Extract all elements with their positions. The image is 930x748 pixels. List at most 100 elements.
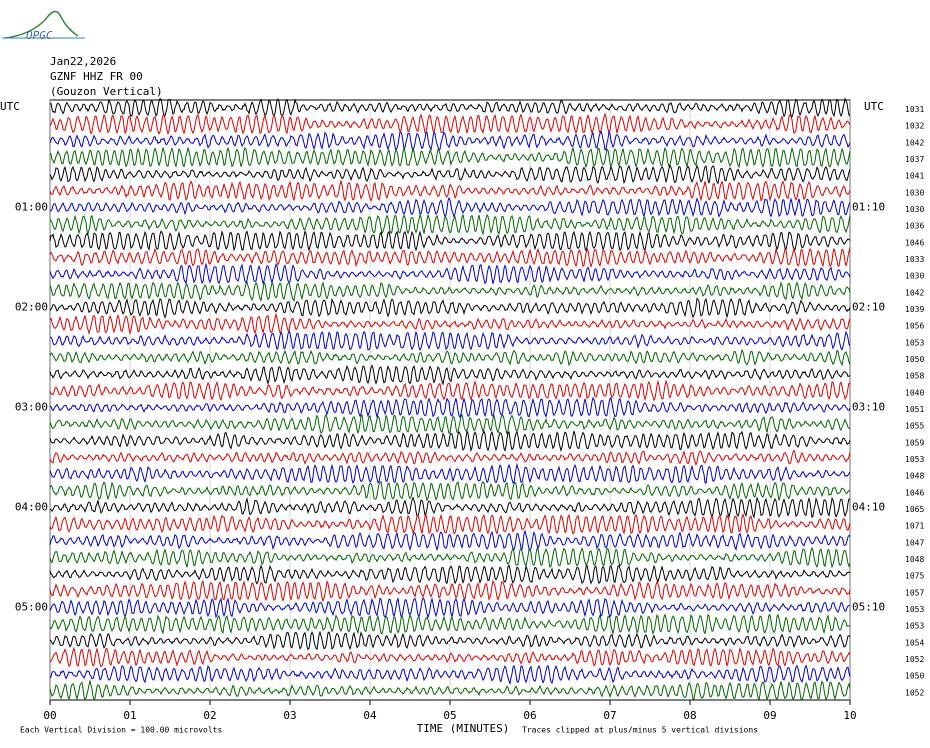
- trace: [49, 280, 851, 302]
- trace: [49, 546, 851, 569]
- trace: [49, 179, 851, 202]
- row-value: 1065: [905, 505, 924, 514]
- trace: [49, 379, 851, 402]
- row-value: 1057: [905, 588, 924, 597]
- row-value: 1056: [905, 322, 924, 331]
- row-value: 1039: [905, 305, 924, 314]
- x-tick-label: 04: [363, 709, 377, 722]
- trace: [49, 496, 851, 519]
- row-value: 1047: [905, 538, 924, 547]
- trace: [49, 145, 851, 169]
- trace: [49, 449, 851, 467]
- row-value: 1050: [905, 355, 924, 364]
- row-value: 1053: [905, 455, 924, 464]
- trace: [49, 297, 851, 319]
- right-time: 02:10: [852, 301, 885, 314]
- x-axis-title: TIME (MINUTES): [417, 722, 510, 735]
- footer-left: Each Vertical Division = 100.00 microvol…: [20, 726, 222, 735]
- trace: [49, 348, 851, 367]
- x-tick-label: 05: [443, 709, 456, 722]
- x-tick-label: 08: [683, 709, 696, 722]
- trace: [49, 312, 851, 336]
- row-value: 1075: [905, 572, 924, 581]
- row-value: 1030: [905, 205, 924, 214]
- footer-right: Traces clipped at plus/minus 5 vertical …: [522, 726, 758, 735]
- row-value: 1053: [905, 338, 924, 347]
- x-tick-label: 01: [123, 709, 136, 722]
- left-time: 03:00: [15, 401, 48, 414]
- row-value: 1058: [905, 372, 924, 381]
- row-value: 1042: [905, 138, 924, 147]
- trace: [49, 564, 851, 585]
- x-tick-label: 03: [283, 709, 296, 722]
- trace: [49, 229, 851, 253]
- x-tick-label: 07: [603, 709, 616, 722]
- right-time: 04:10: [852, 501, 885, 514]
- utc-right: UTC: [864, 100, 884, 113]
- row-value: 1031: [905, 105, 924, 114]
- trace: [49, 97, 851, 118]
- row-value: 1042: [905, 288, 924, 297]
- row-value: 1050: [905, 672, 924, 681]
- row-value: 1059: [905, 438, 924, 447]
- row-value: 1053: [905, 605, 924, 614]
- right-time: 01:10: [852, 201, 885, 214]
- trace: [49, 396, 851, 419]
- logo: OPGC: [26, 29, 53, 42]
- row-value: 1055: [905, 422, 924, 431]
- right-time: 03:10: [852, 401, 885, 414]
- trace: [49, 262, 851, 286]
- trace: [49, 462, 851, 485]
- trace: [49, 129, 851, 152]
- row-value: 1036: [905, 222, 924, 231]
- row-value: 1051: [905, 405, 924, 414]
- x-tick-label: 09: [763, 709, 776, 722]
- trace: [49, 596, 851, 619]
- trace: [49, 512, 851, 535]
- row-value: 1041: [905, 172, 924, 181]
- trace: [49, 364, 851, 386]
- row-value: 1052: [905, 655, 924, 664]
- trace: [49, 212, 851, 236]
- trace: [49, 247, 851, 269]
- trace: [49, 529, 851, 552]
- trace: [49, 630, 851, 651]
- row-value: 1054: [905, 638, 924, 647]
- row-value: 1033: [905, 255, 924, 264]
- trace: [49, 112, 851, 136]
- trace: [49, 679, 851, 702]
- left-time: 02:00: [15, 301, 48, 314]
- location: (Gouzon Vertical): [50, 85, 163, 98]
- trace: [49, 197, 851, 219]
- row-value: 1040: [905, 388, 924, 397]
- trace: [49, 664, 851, 686]
- logo-mark: [4, 10, 79, 39]
- left-time: 01:00: [15, 201, 48, 214]
- x-tick-label: 10: [843, 709, 856, 722]
- row-value: 1037: [905, 155, 924, 164]
- row-value: 1048: [905, 472, 924, 481]
- row-value: 1053: [905, 622, 924, 631]
- station: GZNF HHZ FR 00: [50, 70, 143, 83]
- trace: [49, 480, 851, 502]
- row-value: 1030: [905, 272, 924, 281]
- date: Jan22,2026: [50, 55, 116, 68]
- left-time: 05:00: [15, 601, 48, 614]
- trace: [49, 579, 851, 603]
- row-value: 1071: [905, 522, 924, 531]
- x-tick-label: 02: [203, 709, 216, 722]
- x-tick-label: 00: [43, 709, 56, 722]
- row-value: 1048: [905, 555, 924, 564]
- trace: [49, 413, 851, 435]
- left-time: 04:00: [15, 501, 48, 514]
- trace: [50, 329, 851, 351]
- trace: [49, 164, 851, 185]
- row-value: 1030: [905, 188, 924, 197]
- row-value: 1032: [905, 122, 924, 131]
- x-tick-label: 06: [523, 709, 536, 722]
- trace: [49, 646, 851, 668]
- right-time: 05:10: [852, 601, 885, 614]
- trace: [49, 429, 851, 453]
- trace: [49, 613, 850, 635]
